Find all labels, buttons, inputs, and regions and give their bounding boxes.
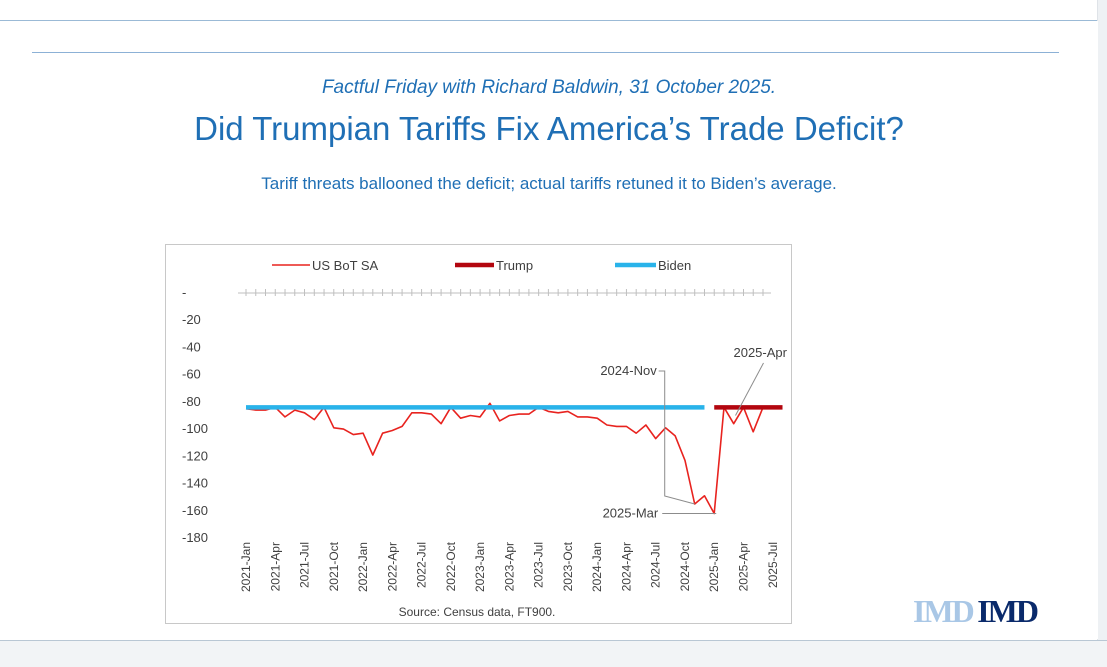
x-tick-label: 2024-Jul <box>649 542 663 588</box>
y-tick-label: -100 <box>182 421 208 436</box>
x-tick-label: 2022-Oct <box>444 541 458 591</box>
x-tick-label: 2022-Jan <box>356 542 370 592</box>
x-tick-label: 2022-Apr <box>385 542 399 591</box>
x-tick-label: 2023-Oct <box>561 541 575 591</box>
annotation-label: 2024-Nov <box>600 363 657 378</box>
x-tick-label: 2025-Jan <box>707 542 721 592</box>
top-frame <box>0 0 1098 21</box>
x-tick-label: 2023-Jul <box>532 542 546 588</box>
x-tick-label: 2025-Jul <box>766 542 780 588</box>
imd-logo-dark: IMD <box>977 593 1039 629</box>
x-tick-label: 2024-Oct <box>678 541 692 591</box>
x-tick-label: 2021-Jul <box>298 542 312 588</box>
y-tick-label: -120 <box>182 448 208 463</box>
chart-source: Source: Census data, FT900. <box>399 605 556 619</box>
imd-logo: IMD IMD <box>913 593 1039 629</box>
y-tick-label: -40 <box>182 339 201 354</box>
y-tick-label: -20 <box>182 312 201 327</box>
annotation-label: 2025-Mar <box>603 506 659 521</box>
y-tick-label: -60 <box>182 367 201 382</box>
y-tick-label: - <box>182 285 186 300</box>
slide: Factful Friday with Richard Baldwin, 31 … <box>0 21 1098 639</box>
annotation-leader <box>658 370 695 505</box>
trade-balance-chart: - -20 -40 -60 -80 -100 -120 -140 -160 -180 2021-J… <box>182 258 788 619</box>
x-tick-label: 2024-Apr <box>619 542 633 591</box>
x-tick-label: 2022-Jul <box>415 542 429 588</box>
x-tick-label: 2021-Apr <box>268 542 282 591</box>
x-tick-label: 2021-Jan <box>239 542 253 592</box>
right-scroll-strip[interactable] <box>1097 0 1107 640</box>
x-tick-label: 2024-Jan <box>590 542 604 592</box>
x-tick-label: 2023-Jan <box>473 542 487 592</box>
imd-logo-light: IMD <box>913 593 975 629</box>
y-tick-label: -80 <box>182 394 201 409</box>
slide-subtitle: Factful Friday with Richard Baldwin, 31 … <box>321 77 777 98</box>
y-tick-label: -160 <box>182 503 208 518</box>
slide-title: Did Trumpian Tariffs Fix America’s Trade… <box>194 110 904 147</box>
chart-container: - -20 -40 -60 -80 -100 -120 -140 -160 -180 2021-J… <box>165 244 792 624</box>
y-tick-label: -180 <box>182 530 208 545</box>
header-rule <box>32 52 1059 53</box>
x-tick-label: 2023-Apr <box>502 542 516 591</box>
legend-label: US BoT SA <box>312 258 379 273</box>
x-tick-label: 2025-Apr <box>736 542 750 591</box>
annotation-label: 2025-Apr <box>733 345 787 360</box>
y-tick-label: -140 <box>182 476 208 491</box>
series-us-bot-sa <box>245 402 764 515</box>
x-tick-label: 2021-Oct <box>327 541 341 591</box>
annotation-leader <box>735 362 764 416</box>
slide-tagline: Tariff threats ballooned the deficit; ac… <box>261 174 837 193</box>
legend-label: Biden <box>658 258 691 273</box>
legend-label: Trump <box>496 258 533 273</box>
bottom-bar <box>0 640 1107 667</box>
